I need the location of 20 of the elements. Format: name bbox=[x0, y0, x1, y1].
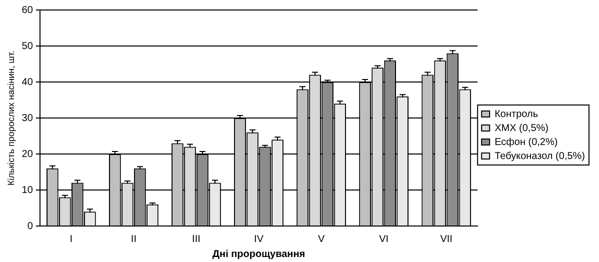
legend-label: Тебуконазол (0,5%) bbox=[494, 150, 585, 162]
x-tick-label: I bbox=[70, 234, 73, 245]
x-tick-label: VI bbox=[379, 234, 389, 245]
y-tick-label: 60 bbox=[22, 4, 34, 16]
x-axis-title: Дні пророщування bbox=[212, 248, 306, 260]
x-tick-label: V bbox=[318, 234, 325, 245]
y-tick-label: 50 bbox=[22, 40, 34, 52]
x-tick-label: III bbox=[192, 234, 200, 245]
y-tick-label: 0 bbox=[27, 220, 34, 232]
y-tick-label: 40 bbox=[22, 76, 34, 88]
legend-label: Контроль bbox=[494, 108, 538, 120]
x-tick-label: II bbox=[130, 234, 136, 245]
legend-label: Есфон (0,2%) bbox=[494, 136, 558, 148]
y-tick-label: 30 bbox=[22, 112, 34, 124]
x-tick-label: IV bbox=[254, 234, 264, 245]
x-tick-label: VII bbox=[440, 234, 452, 245]
y-tick-label: 10 bbox=[22, 184, 34, 196]
y-tick-label: 20 bbox=[22, 148, 34, 160]
legend-label: ХМХ (0,5%) bbox=[494, 122, 548, 134]
y-axis-title: Кількість пророслих насінин, шт. bbox=[6, 50, 16, 186]
